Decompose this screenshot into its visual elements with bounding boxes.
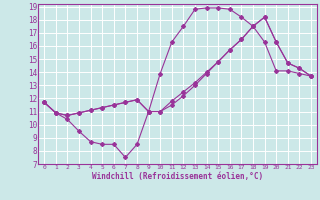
X-axis label: Windchill (Refroidissement éolien,°C): Windchill (Refroidissement éolien,°C) bbox=[92, 172, 263, 181]
